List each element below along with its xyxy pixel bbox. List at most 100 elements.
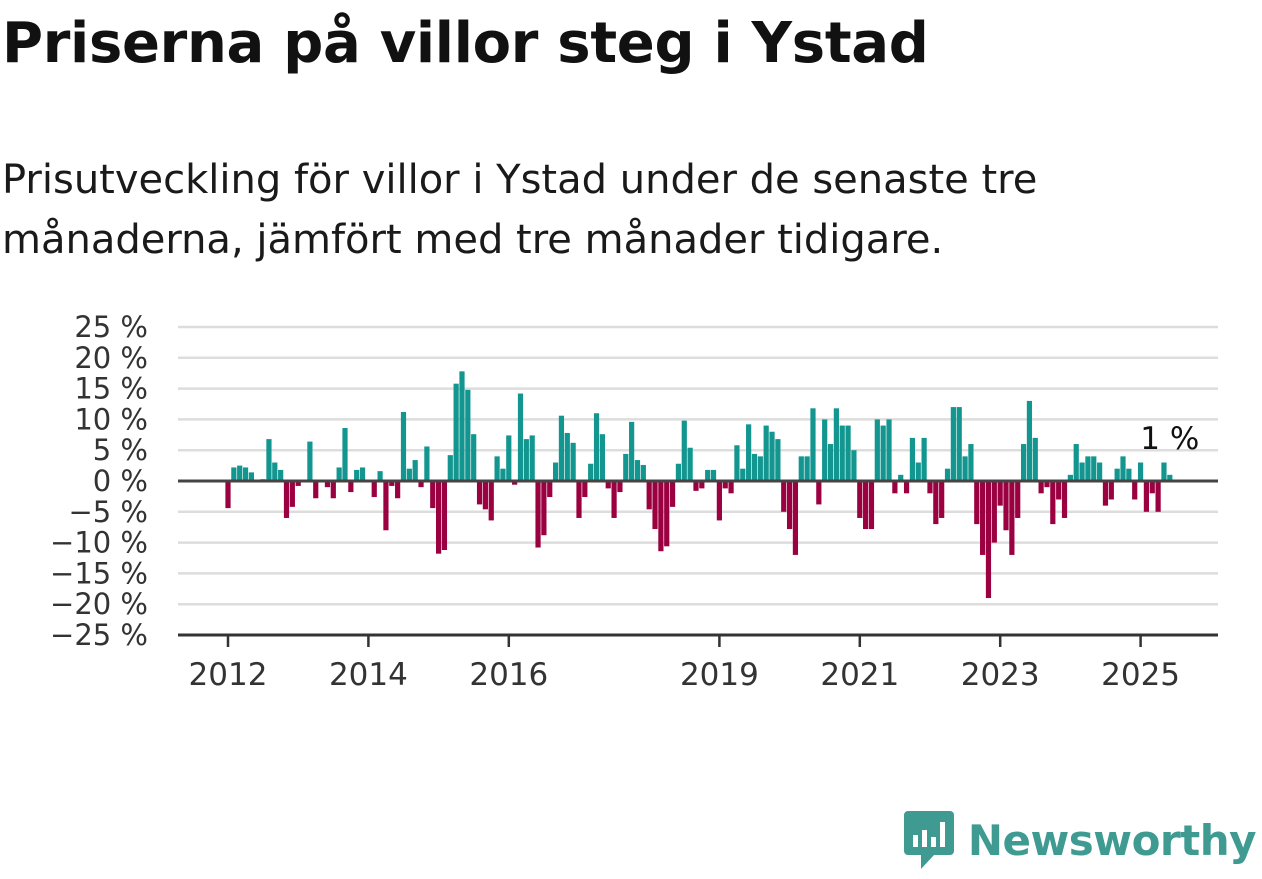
bar [1126, 468, 1132, 481]
bar [623, 453, 629, 481]
bar [1097, 462, 1103, 481]
bar [763, 425, 769, 481]
bar [330, 481, 336, 499]
bar [395, 481, 401, 499]
bar [453, 383, 459, 481]
bar [1020, 444, 1027, 481]
bar [944, 468, 951, 481]
bar [418, 481, 424, 488]
bar [459, 371, 465, 481]
bar [781, 481, 787, 512]
bar [909, 437, 916, 481]
bar [494, 456, 500, 481]
bar [746, 424, 752, 481]
y-tick-label: 0 % [93, 464, 148, 498]
bar [950, 407, 956, 481]
bar [593, 413, 600, 481]
bar [664, 481, 670, 547]
bar [629, 421, 635, 481]
y-tick-label: 10 % [74, 402, 148, 436]
bar [348, 481, 354, 493]
bar [1167, 474, 1173, 481]
bar [283, 481, 290, 518]
bar [646, 481, 652, 510]
bar [740, 468, 746, 481]
x-tick-label: 2023 [961, 657, 1040, 693]
y-tick-label: −15 % [50, 556, 148, 590]
bar [552, 462, 559, 481]
last-value-label: 1 % [1140, 421, 1199, 457]
bar [915, 462, 921, 481]
bar [377, 471, 383, 481]
bar [430, 481, 436, 509]
bar [775, 439, 781, 481]
bar [1044, 481, 1050, 488]
bar [535, 481, 541, 548]
bar [570, 442, 576, 481]
brand-logo: Newsworthy [903, 811, 1257, 869]
bar [547, 481, 553, 498]
bar-chart: 25 %20 %15 %10 %5 %0 %−5 %−10 %−15 %−20 … [50, 310, 1218, 693]
bar [1143, 481, 1150, 512]
y-tick-label: 5 % [93, 433, 148, 467]
bar [705, 469, 711, 481]
bar [786, 481, 793, 530]
bar [734, 445, 740, 481]
bar [272, 462, 278, 481]
bar [541, 481, 547, 536]
bar [488, 481, 494, 521]
bar [722, 481, 728, 489]
bar [1114, 468, 1120, 481]
bar [903, 481, 910, 494]
bar [1015, 481, 1021, 518]
bar [839, 425, 845, 481]
bar [687, 447, 693, 481]
bar [710, 469, 717, 481]
bar [892, 481, 898, 494]
bar [822, 419, 828, 481]
bar [880, 425, 886, 481]
bar [939, 481, 945, 518]
y-tick-label: 20 % [74, 341, 148, 375]
bar [435, 481, 442, 554]
bar [523, 439, 529, 481]
bar [389, 481, 395, 486]
bar [307, 441, 313, 481]
x-tick-label: 2021 [820, 657, 899, 693]
bar [295, 481, 301, 486]
bar [359, 467, 366, 481]
bar [1120, 456, 1126, 481]
bar [406, 468, 412, 481]
bar [851, 450, 857, 481]
bar [693, 481, 699, 491]
bar [354, 469, 360, 481]
axes [178, 479, 1218, 647]
bar [956, 407, 962, 481]
bar [1085, 456, 1091, 481]
bar [1102, 481, 1109, 506]
bar [640, 464, 646, 481]
bar [985, 481, 992, 599]
bar [997, 481, 1003, 506]
x-tick-label: 2016 [469, 657, 548, 693]
bar [517, 393, 524, 481]
bar [1079, 462, 1085, 481]
bar [336, 467, 342, 481]
bar [1073, 444, 1079, 481]
bar [342, 428, 348, 481]
bar [558, 415, 565, 481]
bar [1003, 481, 1009, 531]
bar [1009, 481, 1015, 555]
bar [588, 463, 594, 481]
bar [769, 431, 775, 481]
grid-lines [178, 325, 1218, 606]
bar [424, 446, 430, 481]
bar [1161, 462, 1167, 481]
bars [225, 371, 1173, 599]
bar [371, 481, 377, 498]
bar [529, 435, 535, 481]
y-tick-label: 25 % [74, 310, 148, 344]
bar [313, 481, 319, 499]
bar [634, 460, 641, 481]
bar [827, 444, 834, 481]
